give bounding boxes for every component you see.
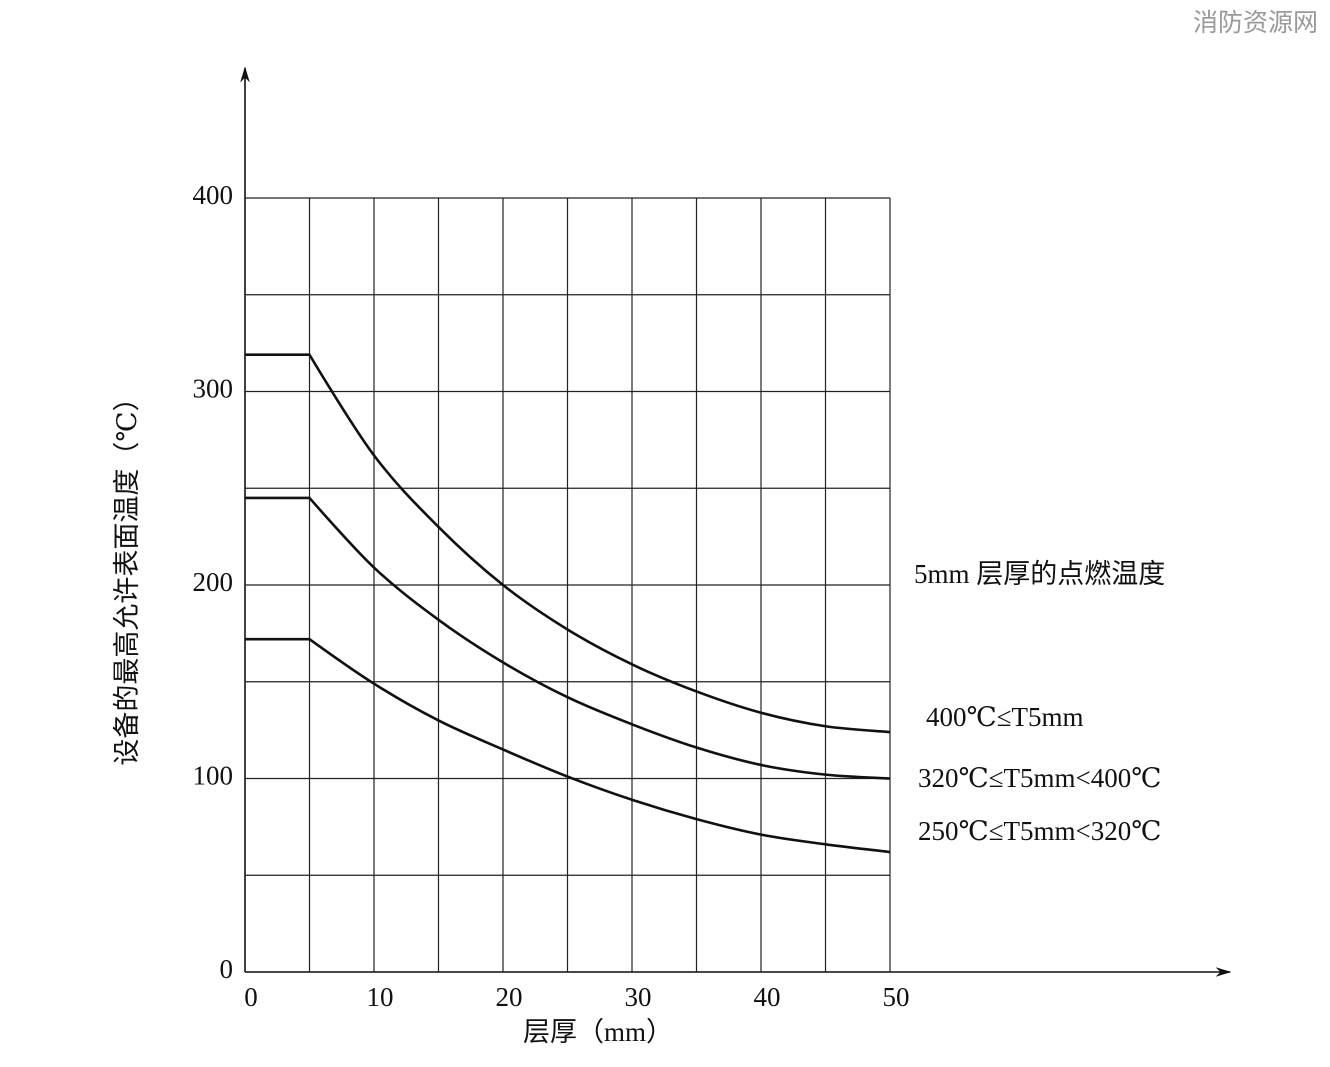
y-tick-label: 0 [220,954,234,984]
x-tick-label: 20 [496,982,523,1012]
y-tick-label: 100 [193,761,234,791]
legend-entry: 250℃≤T5mm<320℃ [918,816,1161,846]
watermark: 消防资源网 [1193,8,1318,37]
y-tick-label: 200 [193,567,234,597]
line-series [245,637,891,854]
legend-title: 5mm 层厚的点燃温度 [914,559,1165,589]
x-axis-title: 层厚（mm） [523,1017,673,1047]
x-tick-label: 40 [754,982,781,1012]
y-tick-label: 400 [193,180,234,210]
legend-entry: 320℃≤T5mm<400℃ [918,763,1161,793]
legend-entry: 400℃≤T5mm [926,702,1084,732]
x-tick-label: 10 [367,982,394,1012]
line-series [245,353,891,734]
x-tick-label: 30 [625,982,652,1012]
line-series [245,496,891,780]
x-tick-label: 50 [883,982,910,1012]
x-tick-label: 0 [244,982,258,1012]
y-axis-title: 设备的最高允许表面温度（℃） [112,384,142,765]
y-tick-label: 300 [193,374,234,404]
